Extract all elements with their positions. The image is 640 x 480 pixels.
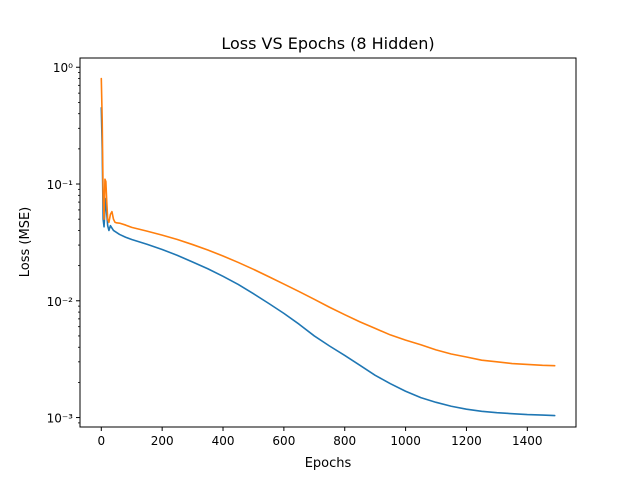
y-axis-label: Loss (MSE) — [18, 207, 33, 277]
x-tick-label: 600 — [272, 434, 295, 448]
plot-frame — [79, 57, 577, 428]
x-tick-label: 400 — [212, 434, 235, 448]
chart-title: Loss VS Epochs (8 Hidden) — [221, 34, 434, 53]
x-tick-label: 1200 — [451, 434, 482, 448]
x-tick-label: 0 — [97, 434, 105, 448]
x-axis-ticks: 0 200 400 600 800 1000 1200 1400 — [97, 427, 543, 448]
series-line-2 — [100, 77, 556, 367]
y-tick-label: 10⁻³ — [47, 412, 74, 426]
x-tick-label: 1400 — [512, 434, 543, 448]
y-tick-label: 10⁻² — [47, 295, 74, 309]
x-tick-label: 200 — [151, 434, 174, 448]
x-tick-label: 800 — [333, 434, 356, 448]
x-axis-label: Epochs — [305, 456, 352, 471]
series-line-1 — [100, 106, 556, 417]
x-tick-label: 1000 — [390, 434, 421, 448]
y-tick-label: 10⁻¹ — [47, 178, 74, 192]
y-tick-label: 10⁰ — [53, 61, 73, 75]
plot-lines — [100, 77, 556, 417]
